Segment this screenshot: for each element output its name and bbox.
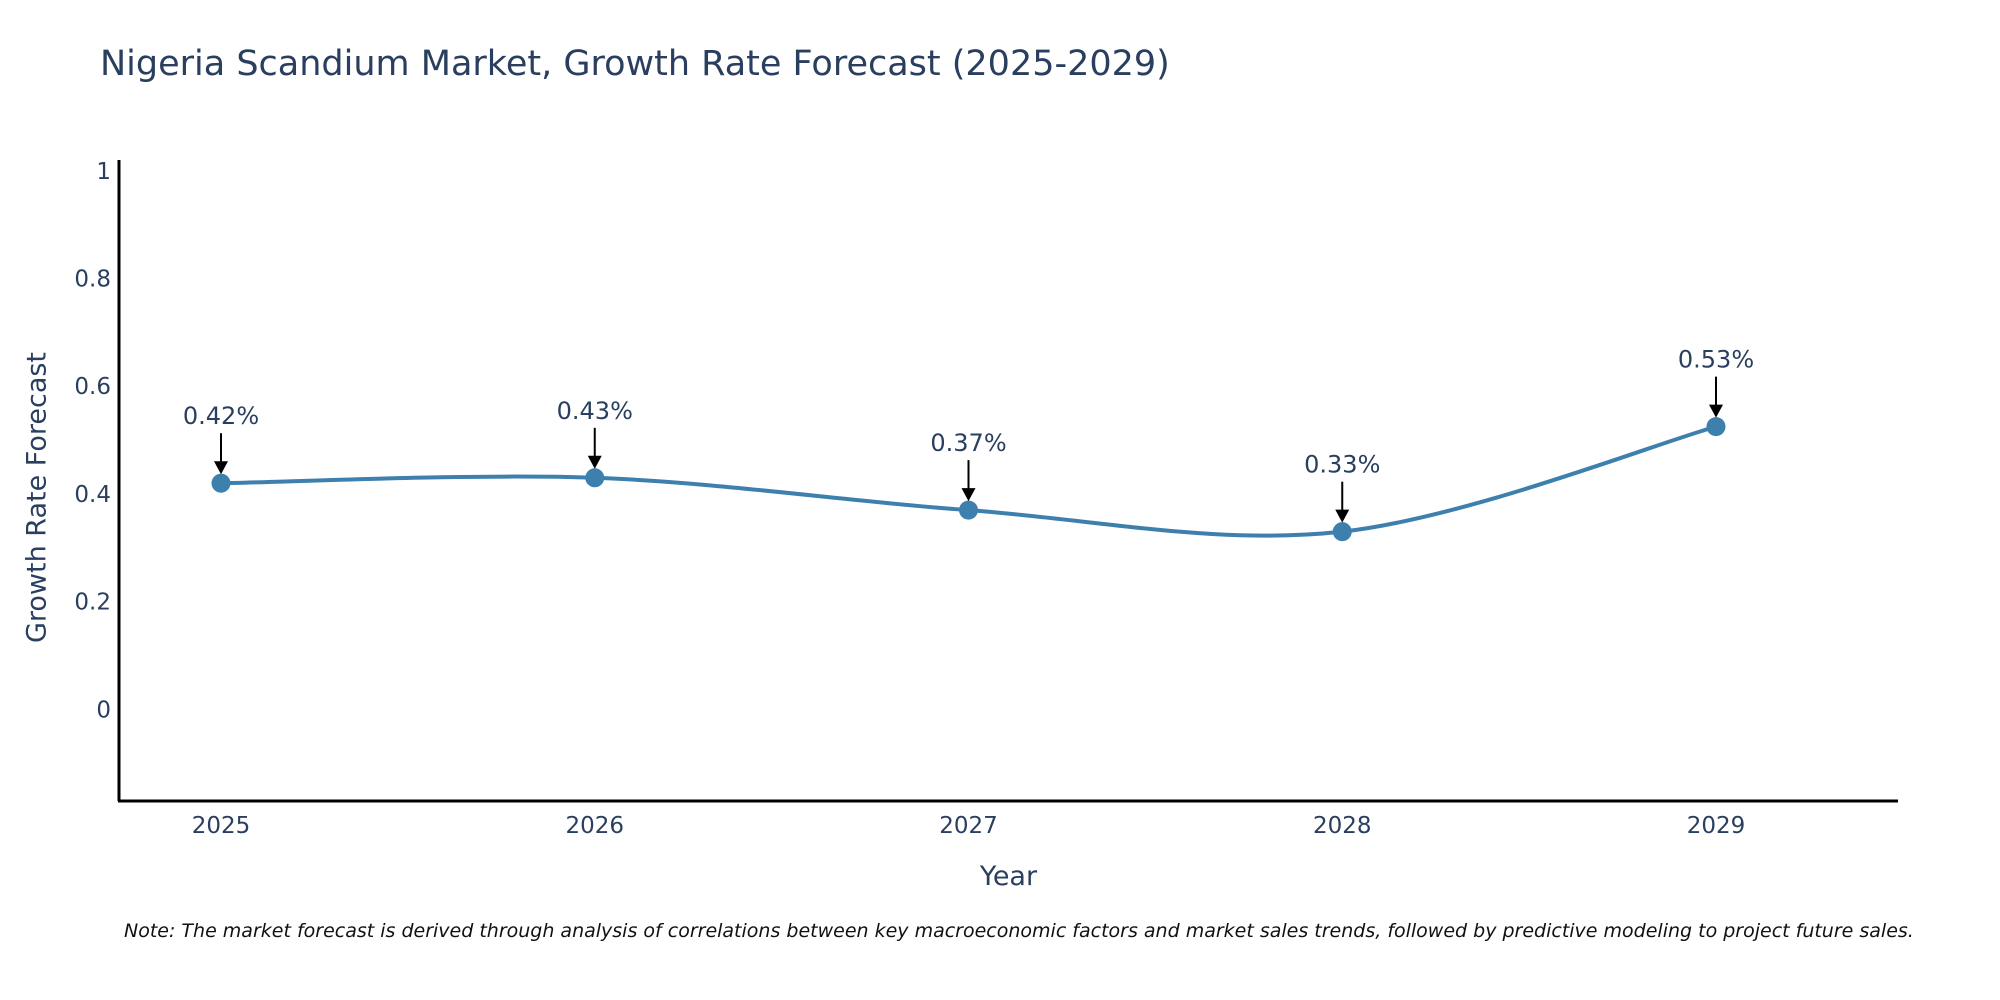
y-tick-label: 0 <box>96 697 111 723</box>
data-label: 0.37% <box>930 429 1006 457</box>
annotation-arrowhead <box>587 455 602 469</box>
annotation-arrowhead <box>1709 404 1723 418</box>
data-label: 0.43% <box>557 397 633 425</box>
series-markers <box>211 417 1726 542</box>
footnote: Note: The market forecast is derived thr… <box>124 920 1914 942</box>
annotation-arrowhead <box>961 488 976 502</box>
annotation-arrowhead <box>214 461 228 475</box>
data-point[interactable] <box>1706 417 1726 437</box>
y-tick-label: 1 <box>96 159 111 185</box>
x-tick-label: 2028 <box>1313 813 1372 839</box>
y-axis-ticks: 0 0.2 0.4 0.6 0.8 1 <box>74 159 111 724</box>
y-axis-title: Growth Rate Forecast <box>21 352 52 643</box>
x-tick-label: 2027 <box>939 813 998 839</box>
x-tick-label: 2029 <box>1687 813 1746 839</box>
data-annotations: 0.42% 0.43% 0.37% 0.33% 0.53% <box>183 346 1754 523</box>
data-point[interactable] <box>211 473 231 493</box>
annotation-arrowhead <box>1335 509 1350 523</box>
x-tick-label: 2026 <box>565 813 624 839</box>
data-point[interactable] <box>959 500 978 520</box>
y-tick-label: 0.6 <box>74 374 111 400</box>
x-tick-label: 2025 <box>192 813 251 839</box>
data-point[interactable] <box>1332 522 1352 542</box>
data-label: 0.33% <box>1304 451 1380 479</box>
chart-title: Nigeria Scandium Market, Growth Rate For… <box>100 44 1170 84</box>
data-point[interactable] <box>585 468 605 488</box>
y-tick-label: 0.8 <box>74 267 111 293</box>
data-label: 0.42% <box>183 402 259 430</box>
x-axis-ticks: 2025 2026 2027 2028 2029 <box>192 813 1746 839</box>
x-axis-title: Year <box>979 861 1038 892</box>
data-label: 0.53% <box>1678 346 1754 374</box>
y-tick-label: 0.4 <box>74 482 111 508</box>
y-tick-label: 0.2 <box>74 590 111 616</box>
